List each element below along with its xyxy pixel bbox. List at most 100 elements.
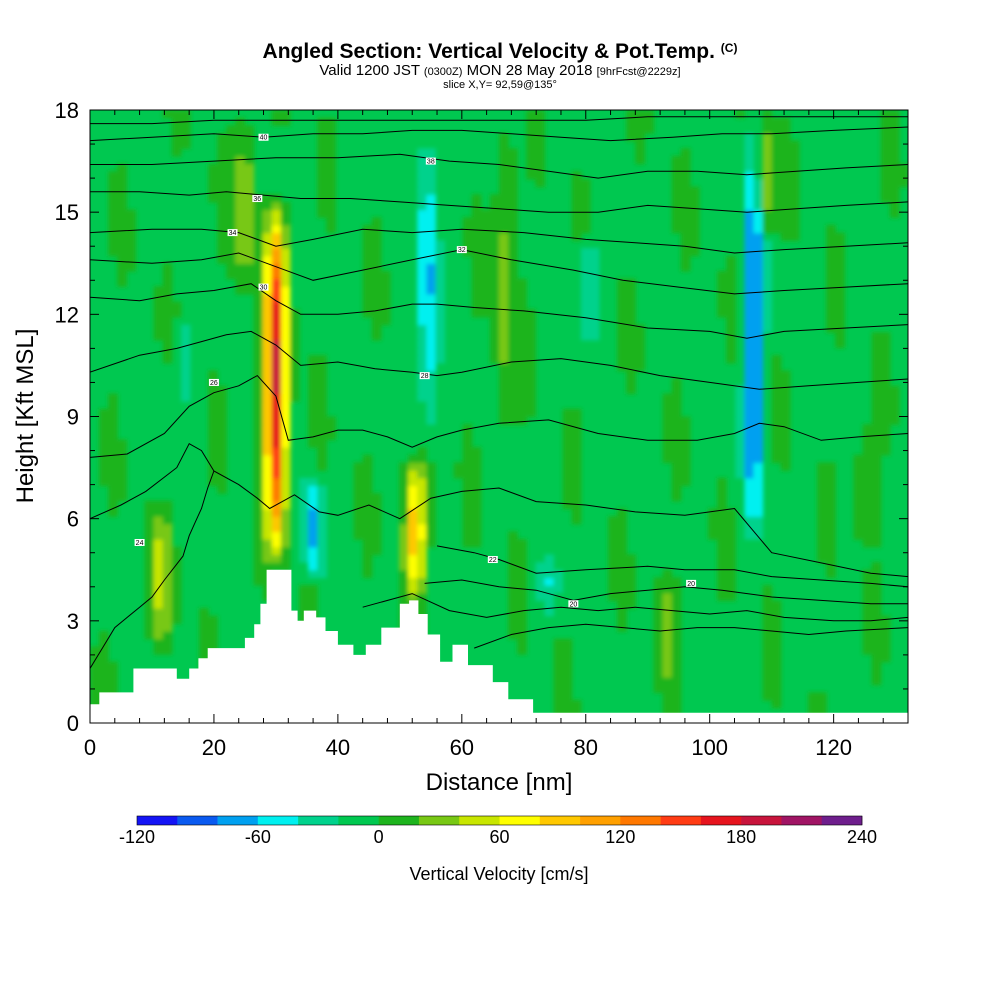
velocity-cell bbox=[771, 615, 782, 624]
velocity-cell bbox=[153, 631, 164, 640]
velocity-cell bbox=[753, 186, 764, 195]
velocity-cell bbox=[271, 117, 282, 126]
velocity-cell bbox=[871, 677, 882, 686]
velocity-cell bbox=[662, 416, 673, 425]
velocity-cell bbox=[508, 393, 518, 402]
velocity-cell bbox=[226, 171, 237, 180]
velocity-cell bbox=[508, 263, 518, 272]
velocity-cell bbox=[717, 523, 727, 533]
velocity-cell bbox=[744, 393, 755, 402]
velocity-cell bbox=[408, 493, 418, 502]
velocity-cell bbox=[744, 163, 755, 172]
velocity-cell bbox=[508, 163, 518, 172]
velocity-cell bbox=[744, 293, 755, 303]
isentrope-label: 38 bbox=[427, 159, 435, 166]
velocity-cell bbox=[417, 332, 427, 341]
velocity-cell bbox=[471, 301, 482, 310]
velocity-cell bbox=[280, 416, 291, 425]
velocity-cell bbox=[526, 401, 536, 410]
velocity-cell bbox=[353, 462, 364, 471]
velocity-cell bbox=[789, 209, 800, 218]
velocity-cell bbox=[262, 431, 273, 441]
velocity-cell bbox=[562, 493, 573, 502]
velocity-cell bbox=[780, 209, 791, 218]
velocity-cell bbox=[417, 608, 427, 617]
colorbar-swatch bbox=[781, 816, 823, 825]
velocity-cell bbox=[171, 140, 182, 149]
velocity-cell bbox=[235, 140, 246, 149]
velocity-cell bbox=[408, 462, 418, 471]
velocity-cell bbox=[889, 194, 900, 203]
velocity-cell bbox=[571, 439, 582, 448]
velocity-cell bbox=[90, 654, 100, 663]
velocity-cell bbox=[889, 132, 900, 142]
velocity-cell bbox=[408, 592, 418, 601]
velocity-cell bbox=[426, 324, 436, 333]
velocity-cell bbox=[462, 539, 473, 548]
velocity-cell bbox=[744, 316, 755, 326]
velocity-cell bbox=[508, 385, 518, 395]
velocity-cell bbox=[426, 485, 436, 494]
velocity-cell bbox=[117, 255, 127, 264]
velocity-cell bbox=[144, 500, 155, 510]
velocity-cell bbox=[744, 477, 755, 487]
velocity-cell bbox=[244, 278, 255, 287]
velocity-cell bbox=[626, 278, 636, 287]
velocity-cell bbox=[562, 470, 573, 479]
velocity-cell bbox=[508, 562, 518, 571]
velocity-cell bbox=[517, 309, 527, 318]
velocity-cell bbox=[898, 178, 908, 188]
velocity-cell bbox=[399, 554, 409, 563]
velocity-cell bbox=[271, 362, 282, 372]
velocity-cell bbox=[744, 370, 755, 379]
velocity-cell bbox=[289, 385, 300, 395]
velocity-cell bbox=[262, 370, 273, 379]
velocity-cell bbox=[571, 424, 582, 433]
velocity-cell bbox=[471, 255, 482, 264]
velocity-cell bbox=[753, 500, 764, 510]
velocity-cell bbox=[162, 608, 173, 617]
velocity-cell bbox=[771, 684, 782, 693]
velocity-cell bbox=[217, 255, 227, 264]
velocity-cell bbox=[680, 232, 691, 241]
velocity-cell bbox=[789, 201, 800, 211]
velocity-cell bbox=[308, 523, 318, 533]
velocity-cell bbox=[371, 523, 382, 533]
velocity-cell bbox=[689, 247, 700, 257]
velocity-cell bbox=[635, 324, 646, 333]
velocity-cell bbox=[771, 378, 782, 387]
velocity-cell bbox=[399, 562, 409, 571]
velocity-cell bbox=[480, 286, 491, 295]
velocity-cell bbox=[453, 470, 464, 479]
velocity-cell bbox=[499, 178, 509, 188]
velocity-cell bbox=[217, 132, 227, 142]
colorbar-swatch bbox=[660, 816, 702, 825]
velocity-cell bbox=[371, 516, 382, 525]
velocity-cell bbox=[771, 424, 782, 433]
velocity-cell bbox=[526, 125, 536, 134]
velocity-cell bbox=[417, 454, 427, 464]
velocity-cell bbox=[871, 378, 882, 387]
velocity-cell bbox=[744, 186, 755, 195]
velocity-cell bbox=[117, 470, 127, 479]
velocity-cell bbox=[235, 286, 246, 295]
velocity-cell bbox=[571, 462, 582, 471]
velocity-cell bbox=[680, 194, 691, 203]
isentrope-label-bg bbox=[134, 539, 145, 547]
velocity-cell bbox=[771, 194, 782, 203]
velocity-cell bbox=[499, 232, 509, 241]
velocity-cell bbox=[262, 546, 273, 556]
velocity-cell bbox=[126, 232, 137, 241]
velocity-cell bbox=[735, 447, 745, 456]
velocity-cell bbox=[671, 677, 682, 686]
velocity-cell bbox=[753, 362, 764, 372]
velocity-cell bbox=[435, 255, 446, 264]
velocity-cell bbox=[589, 278, 600, 287]
velocity-cell bbox=[426, 508, 436, 517]
velocity-cell bbox=[280, 117, 291, 126]
velocity-cell bbox=[580, 332, 591, 341]
velocity-cell bbox=[589, 286, 600, 295]
velocity-cell bbox=[371, 270, 382, 280]
velocity-cell bbox=[744, 232, 755, 241]
velocity-cell bbox=[426, 209, 436, 218]
